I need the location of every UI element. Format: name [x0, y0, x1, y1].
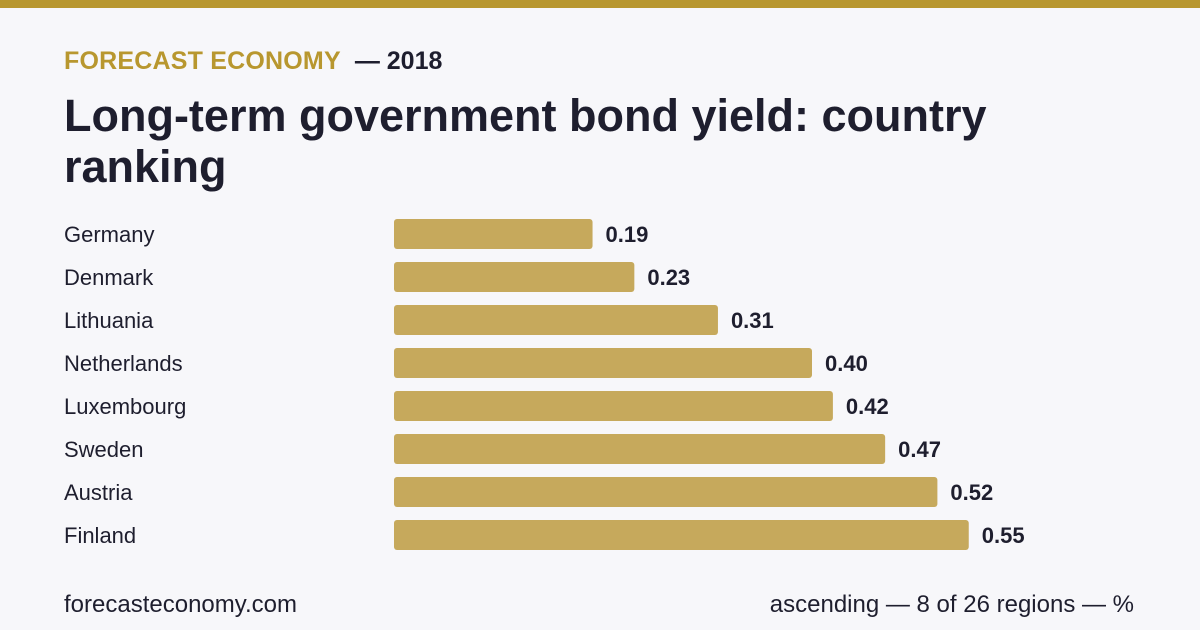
bar: [394, 520, 969, 550]
bar: [394, 305, 718, 335]
category-label: Netherlands: [64, 351, 183, 376]
category-label: Luxembourg: [64, 394, 186, 419]
bar: [394, 262, 635, 292]
category-label: Austria: [64, 480, 133, 505]
category-label: Lithuania: [64, 308, 154, 333]
bar: [394, 477, 938, 507]
category-label: Germany: [64, 222, 154, 247]
year-label: — 2018: [354, 47, 443, 75]
bar: [394, 434, 886, 464]
brand-label: FORECAST ECONOMY: [64, 47, 341, 75]
kicker: FORECAST ECONOMY — 2018: [64, 46, 442, 76]
value-label: 0.23: [647, 265, 690, 290]
value-label: 0.47: [898, 437, 941, 462]
bar: [394, 219, 593, 249]
footer-note: ascending — 8 of 26 regions — %: [769, 591, 1134, 618]
category-label: Sweden: [64, 437, 144, 462]
bar: [394, 391, 833, 421]
category-label: Finland: [64, 523, 136, 548]
bar: [394, 348, 812, 378]
value-label: 0.42: [846, 394, 889, 419]
value-label: 0.19: [606, 222, 649, 247]
value-label: 0.31: [731, 308, 774, 333]
value-label: 0.40: [825, 351, 868, 376]
value-label: 0.55: [982, 523, 1025, 548]
footer-site: forecasteconomy.com: [64, 591, 297, 618]
top-accent-bar: [0, 0, 1200, 8]
chart-title: Long-term government bond yield: country…: [64, 90, 987, 192]
category-label: Denmark: [64, 265, 154, 290]
value-label: 0.52: [950, 480, 993, 505]
